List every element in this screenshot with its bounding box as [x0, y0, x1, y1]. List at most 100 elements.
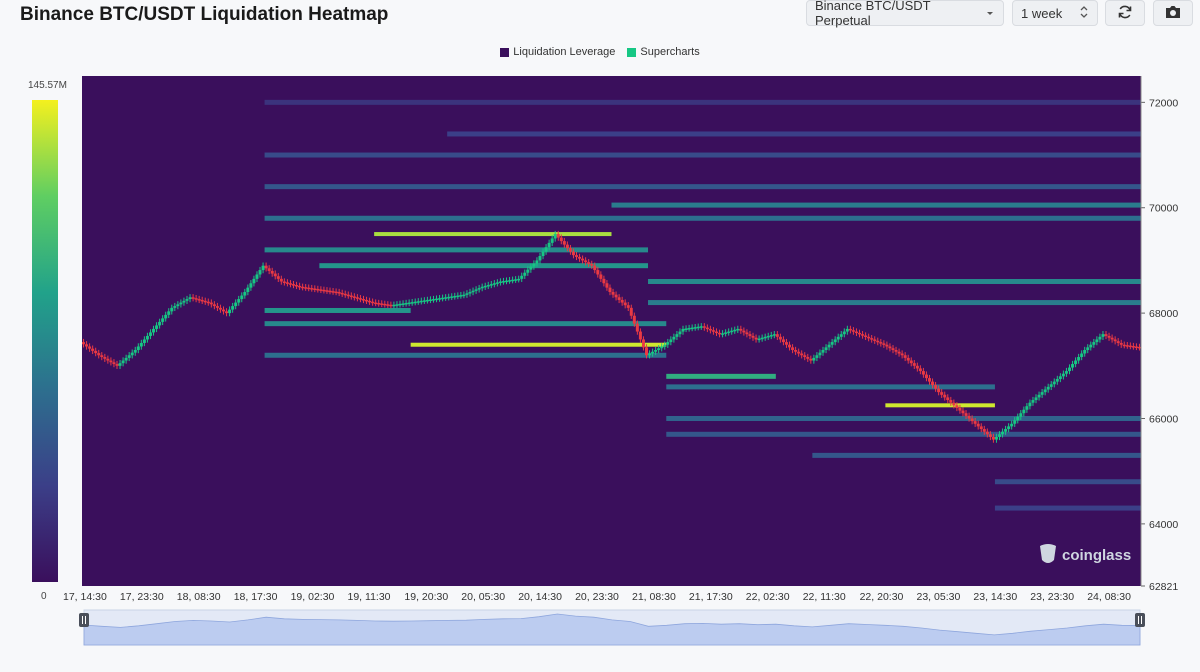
candle-body — [206, 301, 210, 304]
candle-body — [100, 355, 104, 358]
legend-item-supercharts[interactable]: Supercharts — [627, 46, 700, 58]
candle-body — [641, 339, 645, 348]
candle-body — [724, 332, 728, 334]
candle-body — [1086, 347, 1090, 350]
range-select[interactable]: 1 week — [1012, 0, 1098, 26]
candle-body — [931, 381, 935, 386]
x-tick-label: 19, 02:30 — [291, 591, 335, 603]
screenshot-button[interactable] — [1153, 0, 1193, 26]
candle-body — [371, 301, 375, 304]
candle-body — [565, 244, 569, 249]
candle-body — [328, 290, 332, 293]
candle-body — [1083, 349, 1087, 354]
candle-body — [212, 304, 216, 307]
candle-body — [218, 307, 222, 310]
y-tick-label: 72000 — [1149, 97, 1178, 109]
candle-body — [246, 287, 250, 293]
x-tick-label: 21, 08:30 — [632, 591, 676, 603]
candle-body — [401, 303, 405, 305]
candle-body — [1046, 386, 1050, 390]
candle-body — [368, 300, 372, 303]
candle-body — [142, 339, 146, 343]
colorbar-min-label: 0 — [41, 591, 47, 602]
legend-item-liquidation-leverage[interactable]: Liquidation Leverage — [500, 46, 615, 58]
navigator-right-handle[interactable] — [1135, 613, 1145, 627]
candle-body — [794, 349, 798, 352]
candle-body — [395, 304, 399, 306]
y-tick-label: 64000 — [1149, 519, 1178, 531]
candle-body — [1004, 429, 1008, 432]
candle-body — [675, 334, 679, 337]
candle-body — [934, 385, 938, 389]
camera-icon — [1164, 4, 1182, 23]
candle-body — [812, 357, 816, 361]
liquidation-band — [666, 415, 1141, 421]
candle-body — [1043, 389, 1047, 393]
candle-body — [252, 278, 256, 284]
candle-body — [441, 297, 445, 300]
candle-body — [505, 280, 509, 283]
candle-body — [581, 258, 585, 261]
candle-body — [295, 285, 299, 287]
candle-body — [118, 363, 122, 366]
candle-body — [854, 331, 858, 334]
candle-body — [182, 300, 186, 303]
candle-body — [471, 290, 475, 293]
candle-body — [532, 263, 536, 267]
candle-body — [949, 400, 953, 403]
candle-body — [988, 434, 992, 437]
candle-body — [282, 281, 286, 283]
x-tick-label: 23, 14:30 — [973, 591, 1017, 603]
candle-body — [228, 309, 232, 314]
candle-body — [803, 355, 807, 358]
candle-body — [851, 330, 855, 332]
candle-body — [225, 311, 229, 314]
candle-body — [288, 283, 292, 285]
liquidation-band — [648, 278, 1141, 284]
liquidation-band — [611, 202, 1141, 208]
candle-body — [404, 303, 408, 305]
candle-body — [660, 346, 664, 349]
candle-body — [313, 288, 317, 291]
candle-body — [739, 328, 743, 331]
candle-body — [170, 307, 174, 312]
candle-body — [139, 342, 143, 347]
candle-body — [964, 413, 968, 416]
plot-background — [82, 76, 1141, 586]
candle-body — [88, 346, 92, 349]
navigator-left-handle[interactable] — [79, 613, 89, 627]
candle-body — [352, 296, 356, 298]
candle-body — [237, 299, 241, 303]
candle-body — [234, 302, 238, 307]
candle-body — [185, 299, 189, 301]
candle-body — [940, 392, 944, 395]
colorbar — [32, 100, 58, 582]
candle-body — [343, 293, 347, 296]
y-tick-label: 68000 — [1149, 308, 1178, 320]
candle-body — [979, 426, 983, 430]
candle-body — [873, 339, 877, 341]
candle-body — [486, 285, 490, 287]
y-tick-label: 66000 — [1149, 413, 1178, 425]
liquidation-band — [666, 384, 995, 390]
candle-body — [541, 251, 545, 257]
candle-body — [1052, 381, 1056, 385]
candle-body — [590, 263, 594, 266]
candle-body — [1055, 378, 1059, 382]
candle-body — [173, 306, 177, 308]
candle-body — [200, 299, 204, 302]
liquidation-band — [447, 131, 1141, 137]
candle-body — [702, 326, 706, 328]
candle-body — [231, 306, 235, 310]
refresh-button[interactable] — [1105, 0, 1145, 26]
candle-body — [1095, 339, 1099, 343]
candle-body — [301, 286, 305, 289]
liquidation-band — [264, 307, 411, 313]
candle-body — [894, 349, 898, 352]
candle-body — [997, 434, 1001, 437]
candle-body — [751, 335, 755, 338]
candle-body — [480, 286, 484, 289]
market-select[interactable]: Binance BTC/USDT Perpetual — [806, 0, 1004, 28]
candle-body — [279, 278, 283, 282]
